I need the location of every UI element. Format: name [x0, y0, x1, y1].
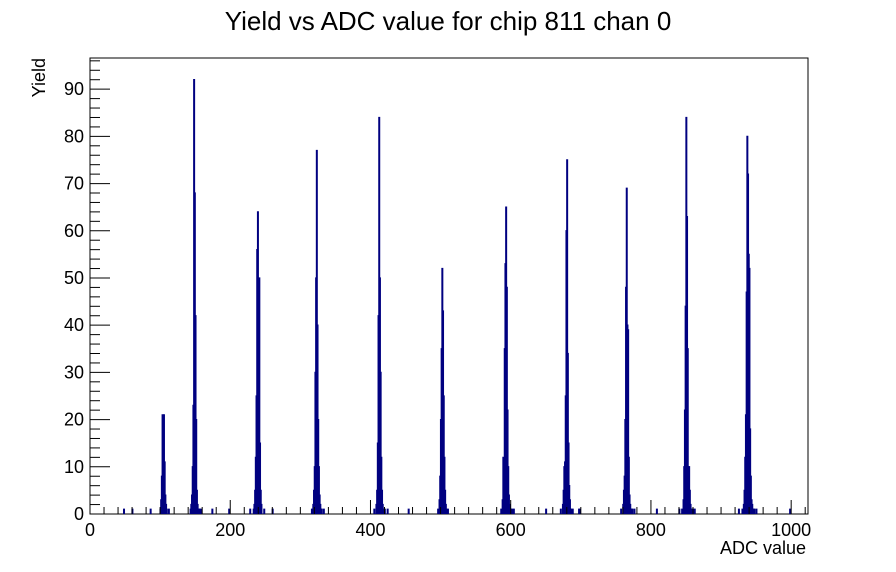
- histogram-bin: [444, 489, 447, 514]
- histogram-bin: [194, 315, 197, 514]
- histogram-bin: [749, 475, 752, 514]
- histogram-bin: [258, 277, 261, 514]
- histogram-bin: [568, 499, 571, 514]
- histogram-bin: [500, 508, 503, 514]
- y-axis: 0 10 20 30 40 50 60 70 80 90: [64, 60, 110, 524]
- histogram-bin: [320, 508, 323, 514]
- x-tick-label: 600: [496, 520, 526, 540]
- histogram-bin: [571, 508, 574, 514]
- histogram-bin: [631, 508, 634, 514]
- x-tick-label: 1000: [771, 520, 811, 540]
- y-tick-label: 20: [64, 410, 84, 430]
- histogram-bin: [566, 159, 569, 514]
- histogram-bin: [507, 466, 510, 514]
- x-tick-label: 800: [636, 520, 666, 540]
- chart-title: Yield vs ADC value for chip 811 chan 0: [225, 6, 672, 36]
- y-tick-label: 90: [64, 79, 84, 99]
- histogram-bin: [198, 508, 201, 514]
- histogram-bin: [506, 409, 509, 514]
- histogram-bin: [211, 508, 214, 514]
- histogram-bin: [379, 371, 382, 514]
- histogram-bin: [445, 508, 448, 514]
- histogram-bin: [259, 442, 262, 514]
- y-tick-label: 10: [64, 457, 84, 477]
- histogram-bin: [633, 508, 636, 514]
- histogram-bin: [446, 508, 449, 514]
- histogram-bin: [310, 508, 313, 514]
- histogram-bin: [737, 508, 740, 514]
- histogram-bin: [228, 508, 231, 514]
- histogram-bin: [256, 211, 259, 514]
- histogram-bin: [566, 352, 569, 514]
- histogram-bin: [195, 489, 198, 514]
- plot-frame: [89, 57, 809, 515]
- histogram-bin: [149, 508, 152, 514]
- histogram-bin: [578, 508, 581, 514]
- histogram-bin: [163, 461, 166, 514]
- histogram-bin: [167, 508, 170, 514]
- y-tick-label: 80: [64, 126, 84, 146]
- histogram-bin: [789, 508, 792, 514]
- x-tick-label: 400: [355, 520, 385, 540]
- histogram-bin: [442, 395, 445, 514]
- histogram-bin: [749, 428, 752, 514]
- histogram-bin: [260, 503, 263, 514]
- y-tick-label: 50: [64, 268, 84, 288]
- histogram-bin: [620, 508, 623, 514]
- histogram-bin: [259, 489, 262, 514]
- histogram-bin: [693, 508, 696, 514]
- histogram-bars: [123, 79, 792, 514]
- histogram-bin: [373, 508, 376, 514]
- y-tick-label: 60: [64, 221, 84, 241]
- x-axis: 0 200 400 600 800 1000: [85, 500, 811, 540]
- histogram-bin: [123, 508, 126, 514]
- histogram-bin: [655, 508, 658, 514]
- histogram-bin: [753, 508, 756, 514]
- histogram-bin: [317, 466, 320, 514]
- histogram-bin: [570, 508, 573, 514]
- histogram-bin: [200, 508, 203, 514]
- histogram-bin: [165, 508, 168, 514]
- histogram-bin: [748, 267, 751, 514]
- histogram-bin: [381, 489, 384, 514]
- histogram-bin: [567, 442, 570, 514]
- histogram-bin: [380, 456, 383, 514]
- y-tick-label: 40: [64, 315, 84, 335]
- y-tick-label: 70: [64, 174, 84, 194]
- histogram-bin: [249, 508, 252, 514]
- histogram-bin: [437, 508, 440, 514]
- x-axis-label: ADC value: [720, 538, 806, 558]
- histogram-bin: [322, 508, 325, 514]
- histogram-bin: [559, 508, 562, 514]
- histogram-bin: [545, 508, 548, 514]
- histogram-bin: [688, 489, 691, 514]
- histogram-bin: [407, 508, 410, 514]
- y-tick-label: 0: [74, 504, 84, 524]
- y-axis-label: Yield: [29, 58, 49, 97]
- histogram-bin: [195, 418, 198, 514]
- histogram-bin: [512, 508, 515, 514]
- histogram-bin: [681, 508, 684, 514]
- y-tick-label: 30: [64, 362, 84, 382]
- histogram-bin: [511, 508, 514, 514]
- histogram-bin: [686, 348, 689, 514]
- histogram-bin: [505, 286, 508, 514]
- x-tick-label: 0: [85, 520, 95, 540]
- histogram-bin: [627, 456, 630, 514]
- histogram-bin: [741, 508, 744, 514]
- histogram-bin: [386, 508, 389, 514]
- histogram-bin: [263, 508, 266, 514]
- histogram-bin: [627, 329, 630, 514]
- x-tick-label: 200: [215, 520, 245, 540]
- histogram-bin: [443, 456, 446, 514]
- histogram-bin: [755, 508, 758, 514]
